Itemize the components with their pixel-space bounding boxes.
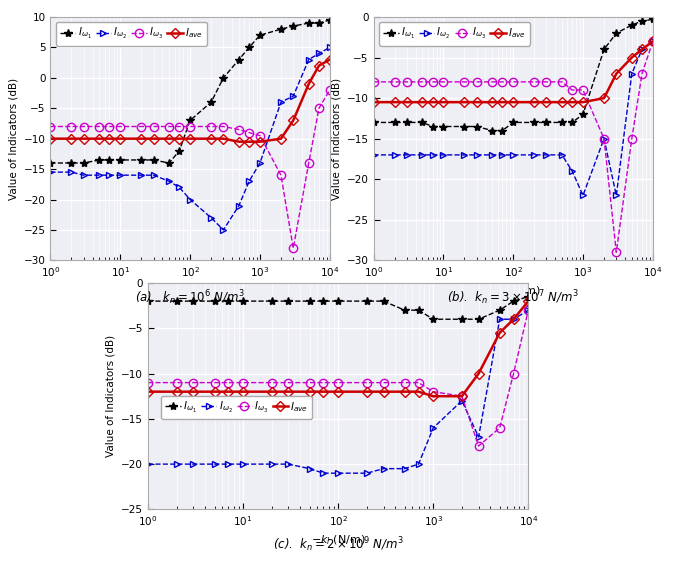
X-axis label: $-k_l$ (N/m): $-k_l$ (N/m)	[486, 285, 540, 298]
Text: (c).  $k_n = 2 \times 10^9$ N/m$^3$: (c). $k_n = 2 \times 10^9$ N/m$^3$	[273, 535, 404, 554]
Legend: $I_{\omega_1}$, $I_{\omega_2}$, $I_{\omega_3}$, $I_{ave}$: $I_{\omega_1}$, $I_{\omega_2}$, $I_{\ome…	[161, 396, 312, 419]
Legend: $I_{\omega_1}$, $I_{\omega_2}$, $I_{\omega_3}$, $I_{ave}$: $I_{\omega_1}$, $I_{\omega_2}$, $I_{\ome…	[56, 22, 207, 46]
Text: (b).  $k_n = 3 \times 10^7$ N/m$^3$: (b). $k_n = 3 \times 10^7$ N/m$^3$	[448, 289, 579, 307]
Y-axis label: Value of Indicators (dB): Value of Indicators (dB)	[331, 78, 341, 200]
Text: (a).  $k_n = 10^6$ N/m$^3$: (a). $k_n = 10^6$ N/m$^3$	[135, 289, 245, 307]
Y-axis label: Value of Indicators (dB): Value of Indicators (dB)	[106, 335, 116, 457]
X-axis label: $-k_l$ (N/m): $-k_l$ (N/m)	[311, 534, 365, 547]
Y-axis label: Value of Indicators (dB): Value of Indicators (dB)	[8, 78, 18, 200]
Legend: $I_{\omega_1}$, $I_{\omega_2}$, $I_{\omega_3}$, $I_{ave}$: $I_{\omega_1}$, $I_{\omega_2}$, $I_{\ome…	[379, 22, 530, 46]
X-axis label: $-k_l$ (N/m): $-k_l$ (N/m)	[163, 285, 217, 298]
